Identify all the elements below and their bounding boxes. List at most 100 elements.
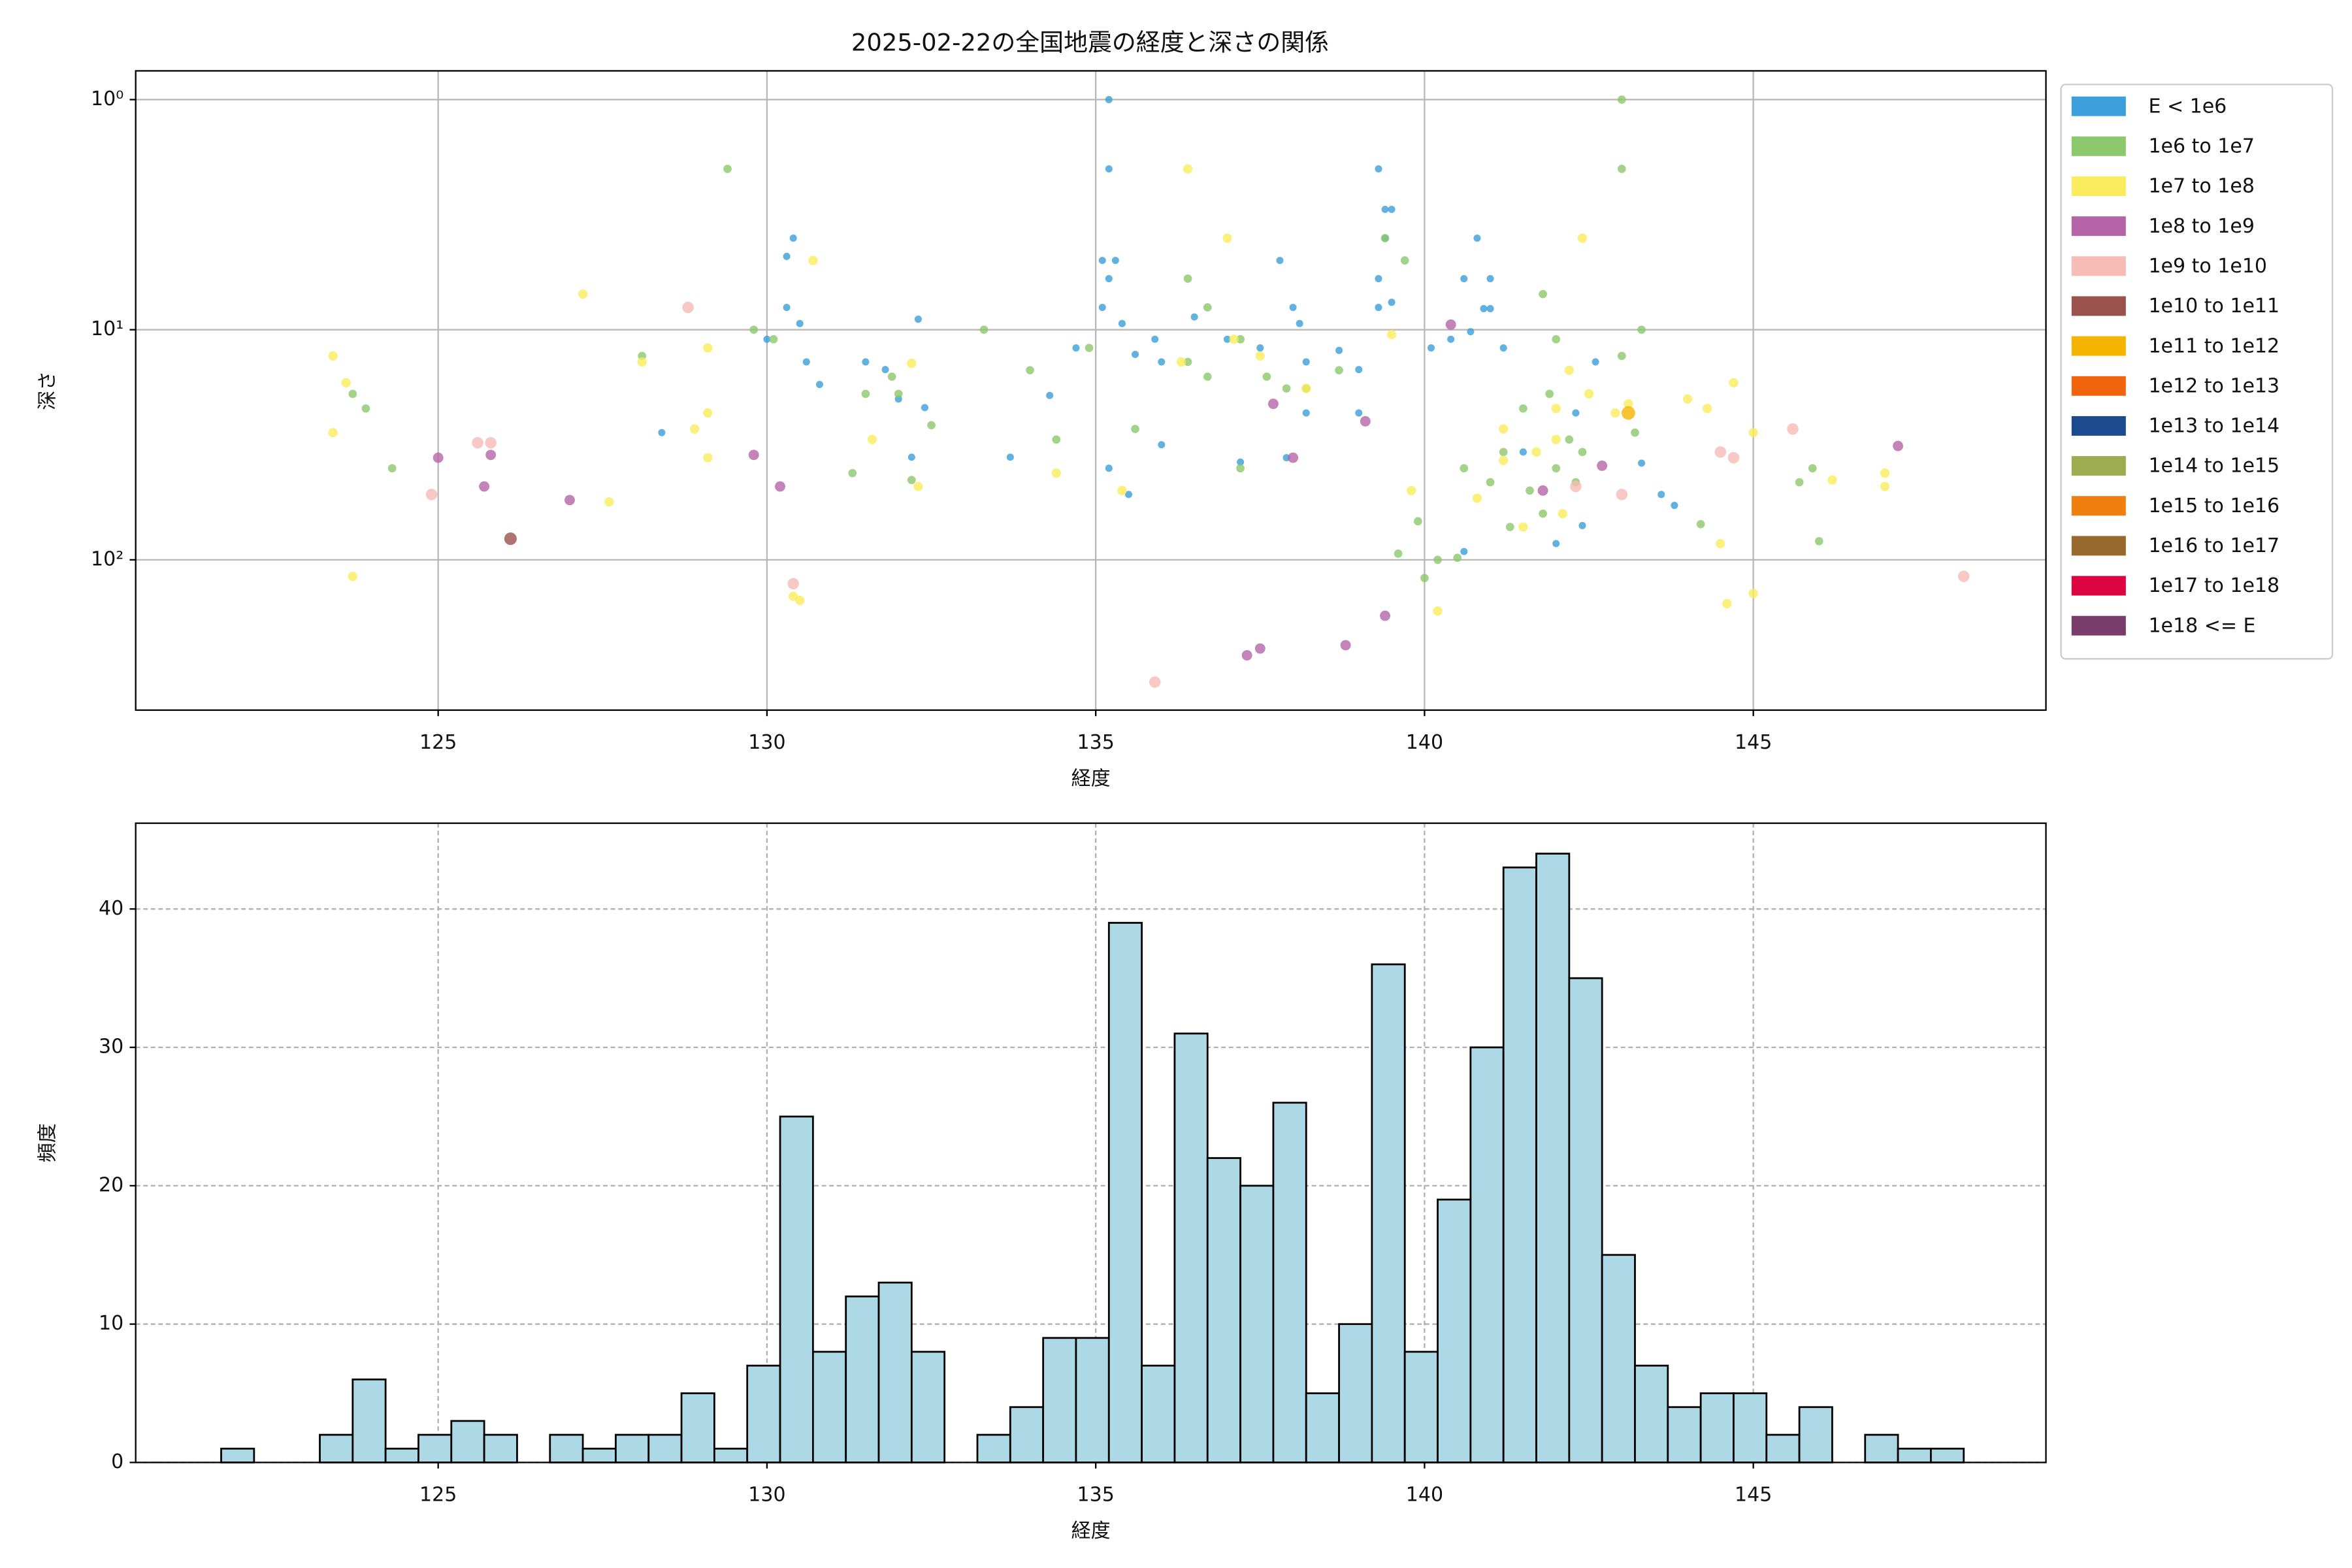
data-point [723,165,732,173]
histogram-bar [450,1420,485,1463]
data-point [1006,453,1014,461]
legend-label: 1e8 to 1e9 [2148,215,2254,238]
data-point [1716,538,1725,549]
histogram-bar [1371,963,1406,1463]
data-point [1460,464,1469,473]
data-point [1531,447,1541,457]
data-point [749,325,759,335]
data-point [1880,468,1890,478]
legend-swatch [2071,576,2126,596]
x-tick-label: 145 [1735,731,1772,754]
data-point [1703,404,1712,414]
x-tick-label: 125 [419,1484,457,1507]
y-tick-label: 10² [91,547,123,570]
data-point [1570,480,1582,493]
chart-title: 2025-02-22の全国地震の経度と深さの関係 [851,28,1329,56]
y-tick-label: 30 [99,1036,123,1058]
data-point [690,424,700,434]
data-point [907,358,917,368]
histogram-bar [1009,1406,1045,1463]
data-point [1473,234,1481,242]
data-point [795,595,805,606]
histogram-bar [220,1447,255,1463]
legend-label: E < 1e6 [2148,95,2227,118]
data-point [1814,537,1823,546]
data-point [1472,493,1482,503]
data-point [1380,610,1390,621]
histogram-bar [1305,1392,1340,1463]
legend-swatch [2071,416,2126,436]
data-point [1486,478,1495,487]
y-tick-label: 40 [99,897,123,920]
data-point [1267,399,1279,410]
data-point [748,449,759,461]
data-point [881,366,889,374]
x-tick-label: 130 [748,731,785,754]
data-point [1618,351,1626,361]
data-point [1236,464,1245,473]
histogram-bar [1272,1102,1307,1463]
data-point [1203,372,1212,381]
histogram-bar [1042,1337,1077,1463]
data-point [1618,165,1626,173]
data-point [815,380,823,389]
data-point [1551,404,1561,414]
data-point [1518,522,1528,532]
legend-label: 1e6 to 1e7 [2148,135,2254,158]
data-point [1223,335,1231,343]
data-point [564,495,575,506]
data-point [1480,304,1488,312]
data-point [1051,468,1061,478]
x-tick-label: 135 [1077,1484,1115,1507]
y-axis-label: 深さ [36,371,59,410]
data-point [1254,643,1266,654]
data-point [1085,344,1094,352]
data-point [1256,344,1264,352]
data-point [1545,389,1554,399]
data-point [1486,304,1494,312]
data-point [328,427,338,438]
histogram-bar [779,1115,814,1463]
data-point [703,343,713,353]
histogram-bar [910,1350,946,1463]
data-point [1355,366,1363,374]
data-point [1592,358,1599,366]
data-point [425,489,438,500]
data-point [1584,389,1594,399]
legend-swatch [2071,536,2126,556]
data-point [1658,491,1665,498]
histogram-bar [1502,866,1537,1463]
data-point [1046,391,1054,399]
data-point [1380,234,1390,242]
data-point [1255,351,1265,361]
data-point [1386,329,1397,340]
data-point [1190,313,1198,321]
data-point [1335,366,1343,375]
legend-swatch [2071,96,2126,116]
data-point [1638,459,1646,467]
histogram-bar [1601,1254,1636,1463]
data-point [1098,303,1106,312]
data-point [1237,458,1245,466]
histogram-bar [1798,1406,1833,1463]
data-point [1565,435,1574,444]
data-point [1124,491,1133,498]
data-point [808,255,818,265]
data-point [861,389,870,399]
data-point [1453,553,1462,563]
data-point [1526,486,1534,495]
data-point [1460,274,1468,283]
data-point [1276,257,1284,265]
data-point [787,578,799,590]
data-point [485,436,497,449]
plot-frame [135,822,2047,1463]
data-point [1098,257,1106,265]
data-point [1486,274,1494,283]
data-point [1433,555,1442,564]
data-point [1236,335,1245,344]
x-tick-label: 145 [1735,1484,1772,1507]
histogram-bar [1733,1392,1768,1463]
data-point [1499,455,1509,465]
histogram-bar [1864,1433,1899,1463]
data-point [1880,482,1890,491]
